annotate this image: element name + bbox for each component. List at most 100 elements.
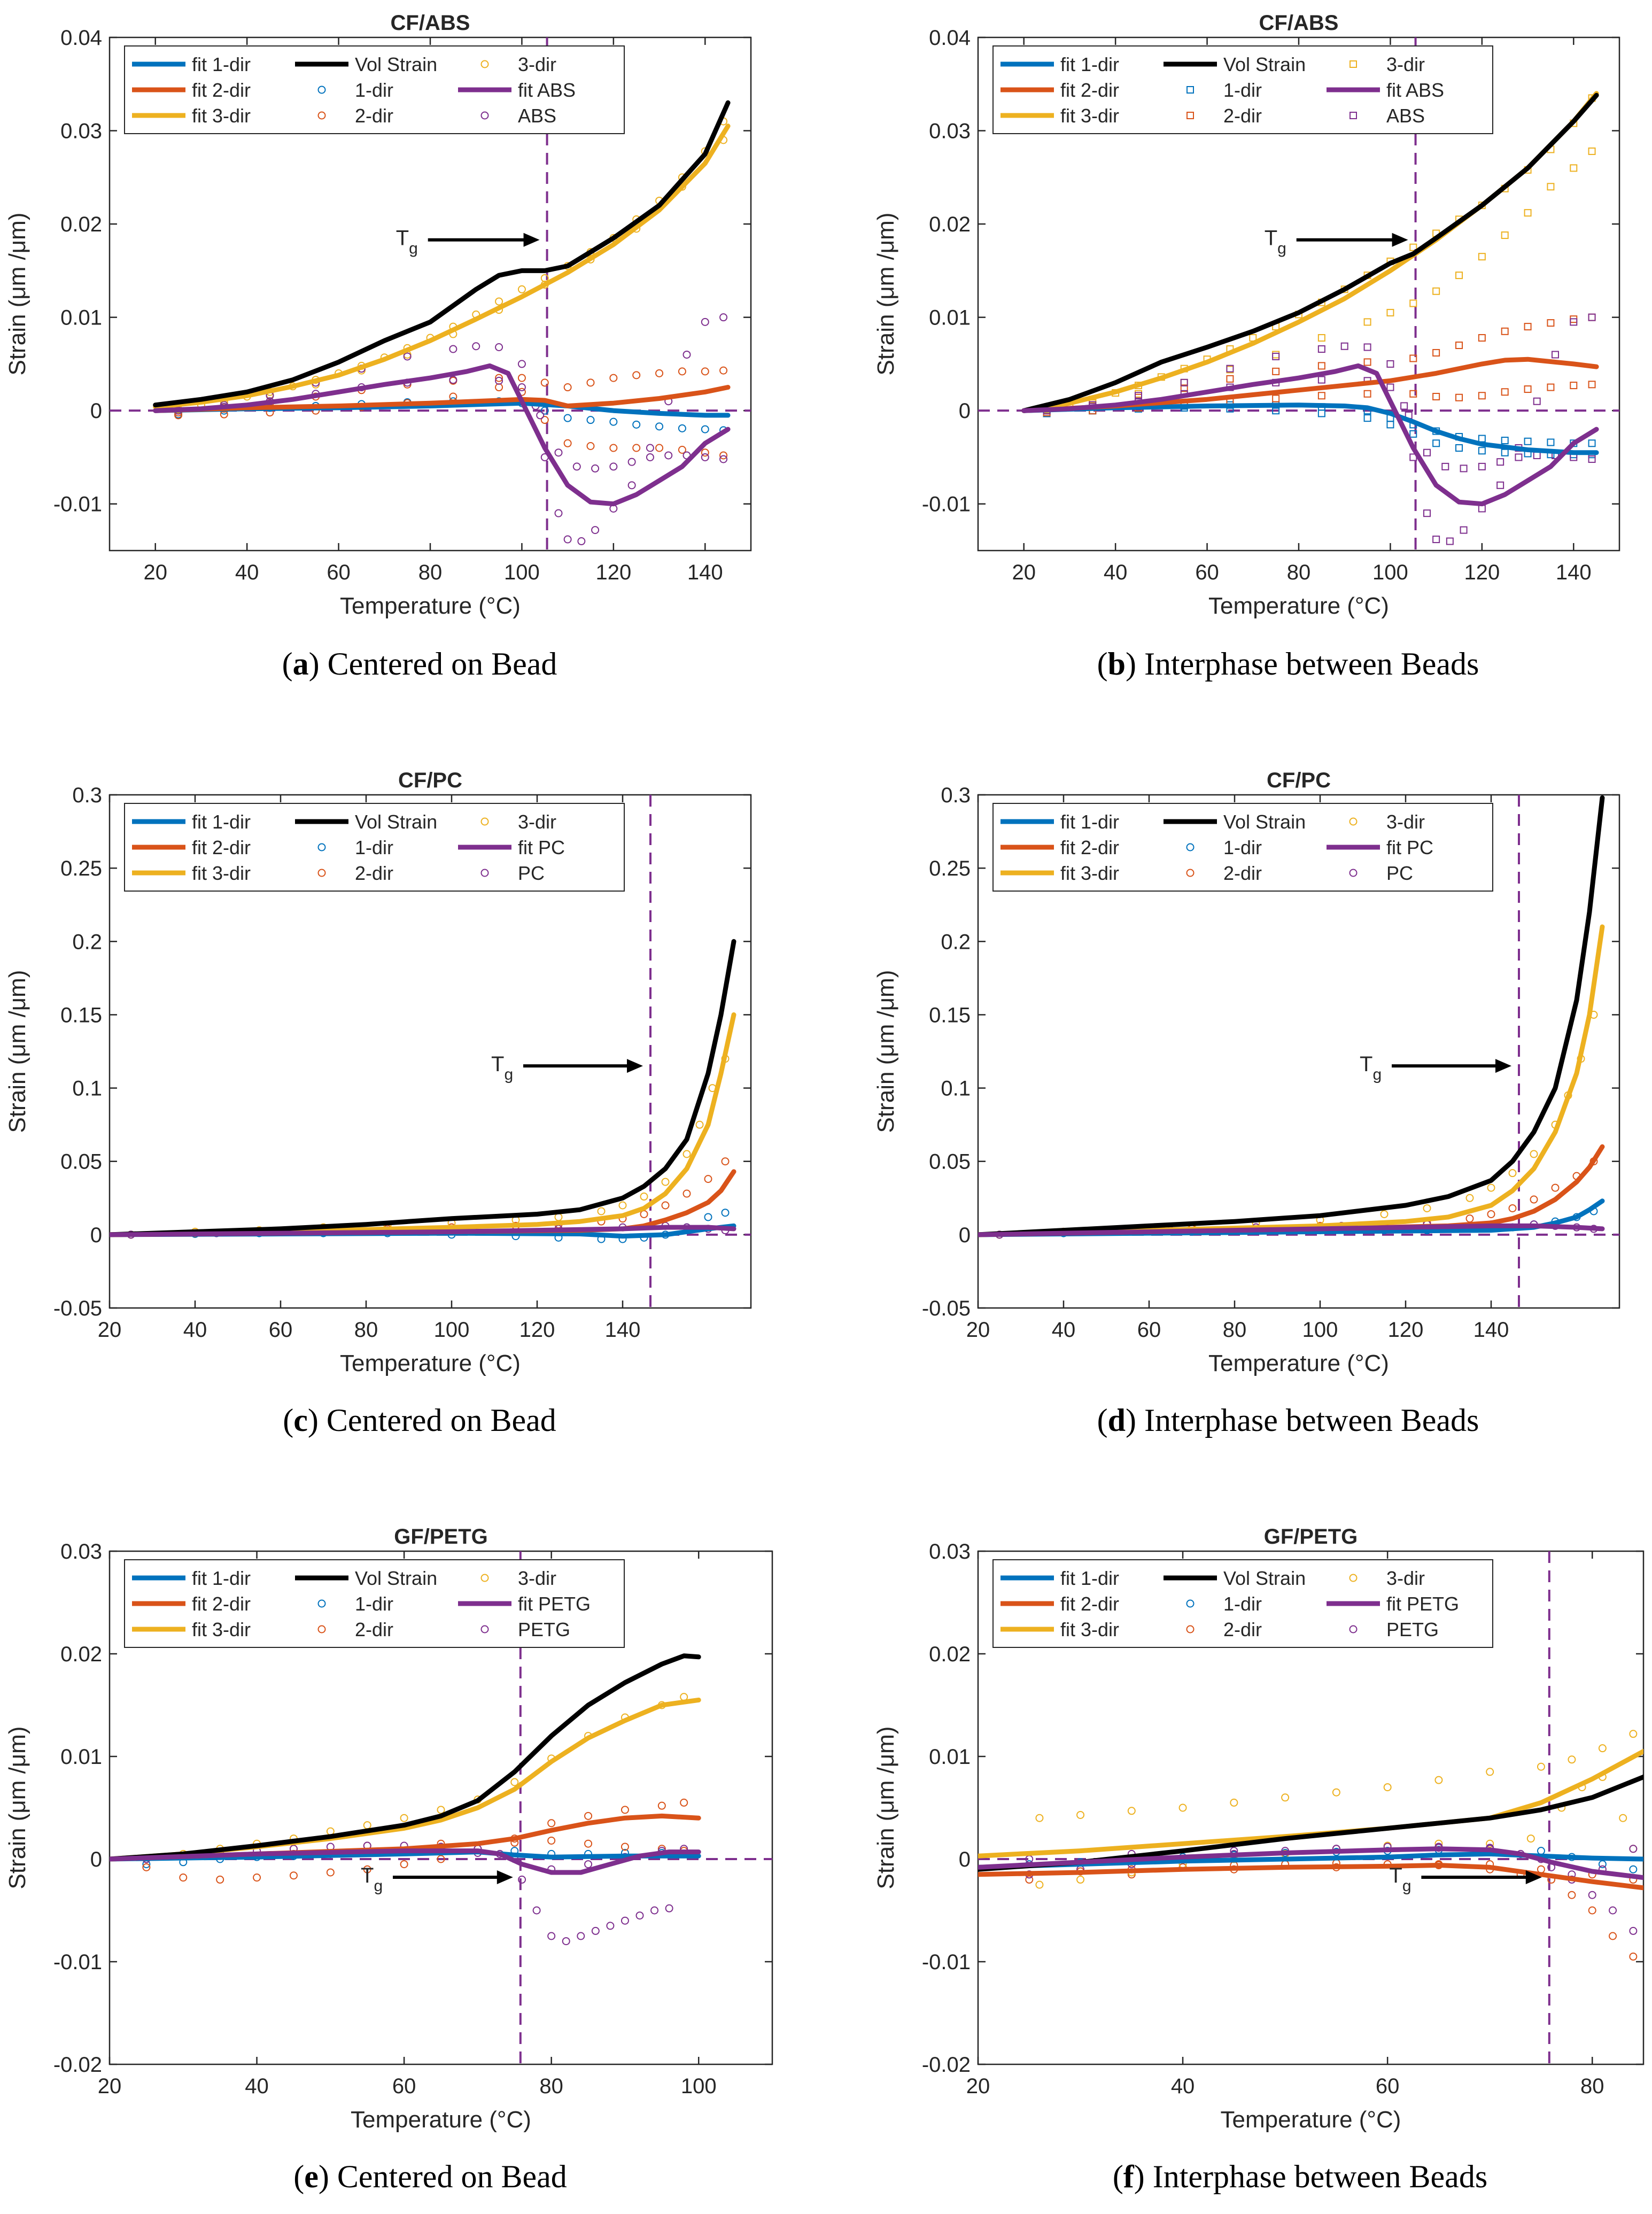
x-tick-label: 80 <box>354 1318 378 1342</box>
data-point <box>1496 458 1504 466</box>
x-tick-label: 140 <box>1473 1318 1509 1342</box>
data-point <box>1332 1788 1340 1797</box>
x-axis-label: Temperature (°C) <box>1208 1350 1389 1376</box>
data-point <box>1076 1875 1085 1884</box>
legend-entry-label: fit 3-dir <box>192 862 251 884</box>
data-point <box>1272 367 1280 375</box>
data-point <box>1226 375 1234 383</box>
data-point <box>1487 1210 1495 1218</box>
legend-entry-label: fit 3-dir <box>1060 105 1119 127</box>
x-tick-label: 80 <box>418 561 443 584</box>
data-point <box>1423 1204 1431 1212</box>
data-point <box>547 1932 556 1940</box>
data-point <box>1588 381 1596 389</box>
legend-box <box>992 45 1493 134</box>
caption-paren-open: ( <box>283 1403 293 1438</box>
caption-text: Centered on Bead <box>327 1403 556 1438</box>
data-point <box>1432 439 1440 447</box>
caption-paren-open: ( <box>1097 1403 1108 1438</box>
subfigure-caption: (e) Centered on Bead <box>293 2159 567 2194</box>
data-point <box>1432 287 1440 295</box>
legend-entry-label: fit 3-dir <box>192 105 251 127</box>
data-point <box>664 451 673 460</box>
legend-entry-label: 3-dir <box>1386 811 1425 833</box>
panel-e: GF/PETG 20 40 60 80 100 -0.02 -0.01 0 0.01 0.02 0.0… <box>4 1525 773 2194</box>
data-point <box>572 462 581 471</box>
data-point <box>661 1201 670 1210</box>
x-tick-label: 40 <box>1052 1318 1076 1342</box>
legend-entry-label: Vol Strain <box>355 53 437 75</box>
y-tick-label: 0.03 <box>929 120 971 143</box>
data-point <box>1178 1803 1187 1812</box>
data-point <box>517 383 526 392</box>
legend-swatch-marker <box>317 869 326 877</box>
data-point <box>1478 392 1486 400</box>
data-point <box>577 1932 585 1940</box>
x-tick-label: 20 <box>966 1318 990 1342</box>
series-line <box>110 1225 736 1237</box>
legend-swatch-marker <box>480 817 489 826</box>
series-line <box>978 1851 1643 1870</box>
tg-label-main: T <box>1389 1864 1402 1887</box>
caption-text: Centered on Bead <box>337 2159 567 2194</box>
caption-paren-close: ) <box>319 2159 337 2194</box>
x-axis-label: Temperature (°C) <box>351 2107 531 2133</box>
data-point <box>704 1175 712 1183</box>
data-point <box>326 1868 335 1877</box>
data-point <box>1180 384 1188 392</box>
legend-entry-label: fit PETG <box>1386 1593 1459 1615</box>
data-point <box>1588 439 1596 447</box>
legend-entry-label: fit 1-dir <box>192 811 251 833</box>
data-point <box>472 342 480 351</box>
legend-swatch-marker <box>1349 817 1358 826</box>
legend-entry-label: fit 1-dir <box>192 53 251 75</box>
series-line <box>978 924 1605 1237</box>
y-tick-label: 0.01 <box>60 306 102 330</box>
legend-entry-label: 3-dir <box>518 53 556 75</box>
x-tick-label: 80 <box>1223 1318 1247 1342</box>
data-point <box>721 1157 730 1166</box>
legend-entry-label: PETG <box>518 1619 570 1640</box>
data-point <box>142 1863 151 1871</box>
legend-entry-label: PC <box>518 862 545 884</box>
data-point <box>554 509 563 517</box>
data-point <box>591 1926 600 1935</box>
data-point <box>1568 1755 1576 1764</box>
legend-entry-label: fit 1-dir <box>1060 53 1119 75</box>
tg-label: Tg <box>491 1052 513 1083</box>
data-point <box>1609 1906 1617 1915</box>
data-point <box>547 1819 556 1828</box>
y-tick-label: 0.02 <box>929 1643 971 1666</box>
data-point <box>621 1806 629 1814</box>
data-point <box>563 383 572 392</box>
chart-title: GF/PETG <box>1264 1525 1358 1549</box>
data-point <box>495 374 503 382</box>
data-point <box>1035 1814 1044 1822</box>
data-point <box>621 1843 629 1851</box>
y-tick-label: 0.02 <box>929 213 971 236</box>
data-point <box>1460 465 1468 473</box>
y-tick-label: 0 <box>90 1848 102 1871</box>
legend-entry-label: 1-dir <box>355 79 393 101</box>
data-point <box>1423 448 1431 456</box>
data-point <box>495 297 503 306</box>
legend-swatch-marker <box>1349 1625 1358 1634</box>
data-point <box>1386 308 1394 316</box>
data-point <box>1570 164 1578 172</box>
tg-arrow-head <box>497 1870 513 1884</box>
data-point <box>1281 1793 1290 1802</box>
data-point <box>1386 360 1394 368</box>
data-point <box>1409 299 1417 307</box>
data-point <box>609 444 618 452</box>
data-point <box>1400 402 1408 410</box>
data-point <box>1486 1839 1494 1848</box>
x-tick-label: 60 <box>392 2074 416 2098</box>
tg-label: Tg <box>396 227 418 258</box>
data-point <box>1446 537 1454 545</box>
legend-swatch-marker <box>480 869 489 877</box>
data-point <box>1409 354 1417 362</box>
data-point <box>591 526 600 535</box>
data-point <box>586 416 595 424</box>
series-line <box>110 1848 701 1875</box>
data-point <box>1568 1891 1576 1899</box>
